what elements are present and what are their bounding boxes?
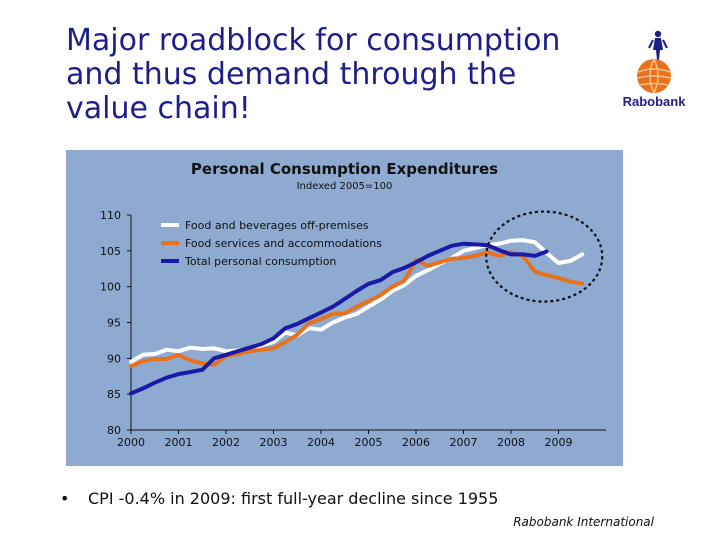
y-tick-label: 110	[100, 209, 121, 222]
bullet-marker: •	[60, 489, 70, 508]
x-tick-label: 2007	[450, 436, 478, 449]
logo-text: Rabobank	[622, 94, 686, 109]
y-tick-label: 80	[107, 424, 121, 437]
legend-label: Food and beverages off-premises	[185, 219, 369, 232]
title-line: Major roadblock for consumption	[66, 23, 561, 58]
x-tick-label: 2005	[355, 436, 383, 449]
x-tick-label: 2004	[307, 436, 335, 449]
x-tick-label: 2008	[497, 436, 525, 449]
series-line-1	[129, 238, 585, 364]
series-line-3	[129, 241, 549, 396]
slide-title: Major roadblock for consumption and thus…	[66, 24, 606, 126]
y-tick-label: 105	[100, 245, 121, 258]
legend-label: Food services and accommodations	[185, 237, 382, 250]
y-tick-label: 95	[107, 317, 121, 330]
title-line: value chain!	[66, 91, 251, 126]
title-line: and thus demand through the	[66, 57, 517, 92]
bullet-text: CPI -0.4% in 2009: first full-year decli…	[88, 489, 499, 508]
x-tick-label: 2006	[402, 436, 430, 449]
y-tick-label: 90	[107, 352, 121, 365]
y-tick-label: 85	[107, 388, 121, 401]
highlight-ellipse	[485, 210, 604, 303]
chart-title: Personal Consumption Expenditures	[190, 160, 499, 178]
y-tick-label: 100	[100, 281, 121, 294]
x-tick-label: 2001	[165, 436, 193, 449]
rabobank-logo: Rabobank	[618, 28, 690, 120]
x-tick-label: 2000	[117, 436, 145, 449]
legend-label: Total personal consumption	[184, 255, 336, 268]
bullet-point: • CPI -0.4% in 2009: first full-year decl…	[60, 489, 660, 508]
x-tick-label: 2009	[545, 436, 573, 449]
rabobank-logo-icon	[636, 30, 672, 94]
chart-subtitle: Indexed 2005=100	[296, 181, 393, 192]
x-tick-label: 2003	[260, 436, 288, 449]
chart-panel: Personal Consumption Expenditures Indexe…	[66, 150, 623, 466]
line-chart: 80 85 90 95 100 105 110 2000 2001 2002 2003 2004 200…	[100, 209, 606, 449]
x-tick-label: 2002	[212, 436, 240, 449]
footer-text: Rabobank International	[513, 515, 654, 529]
